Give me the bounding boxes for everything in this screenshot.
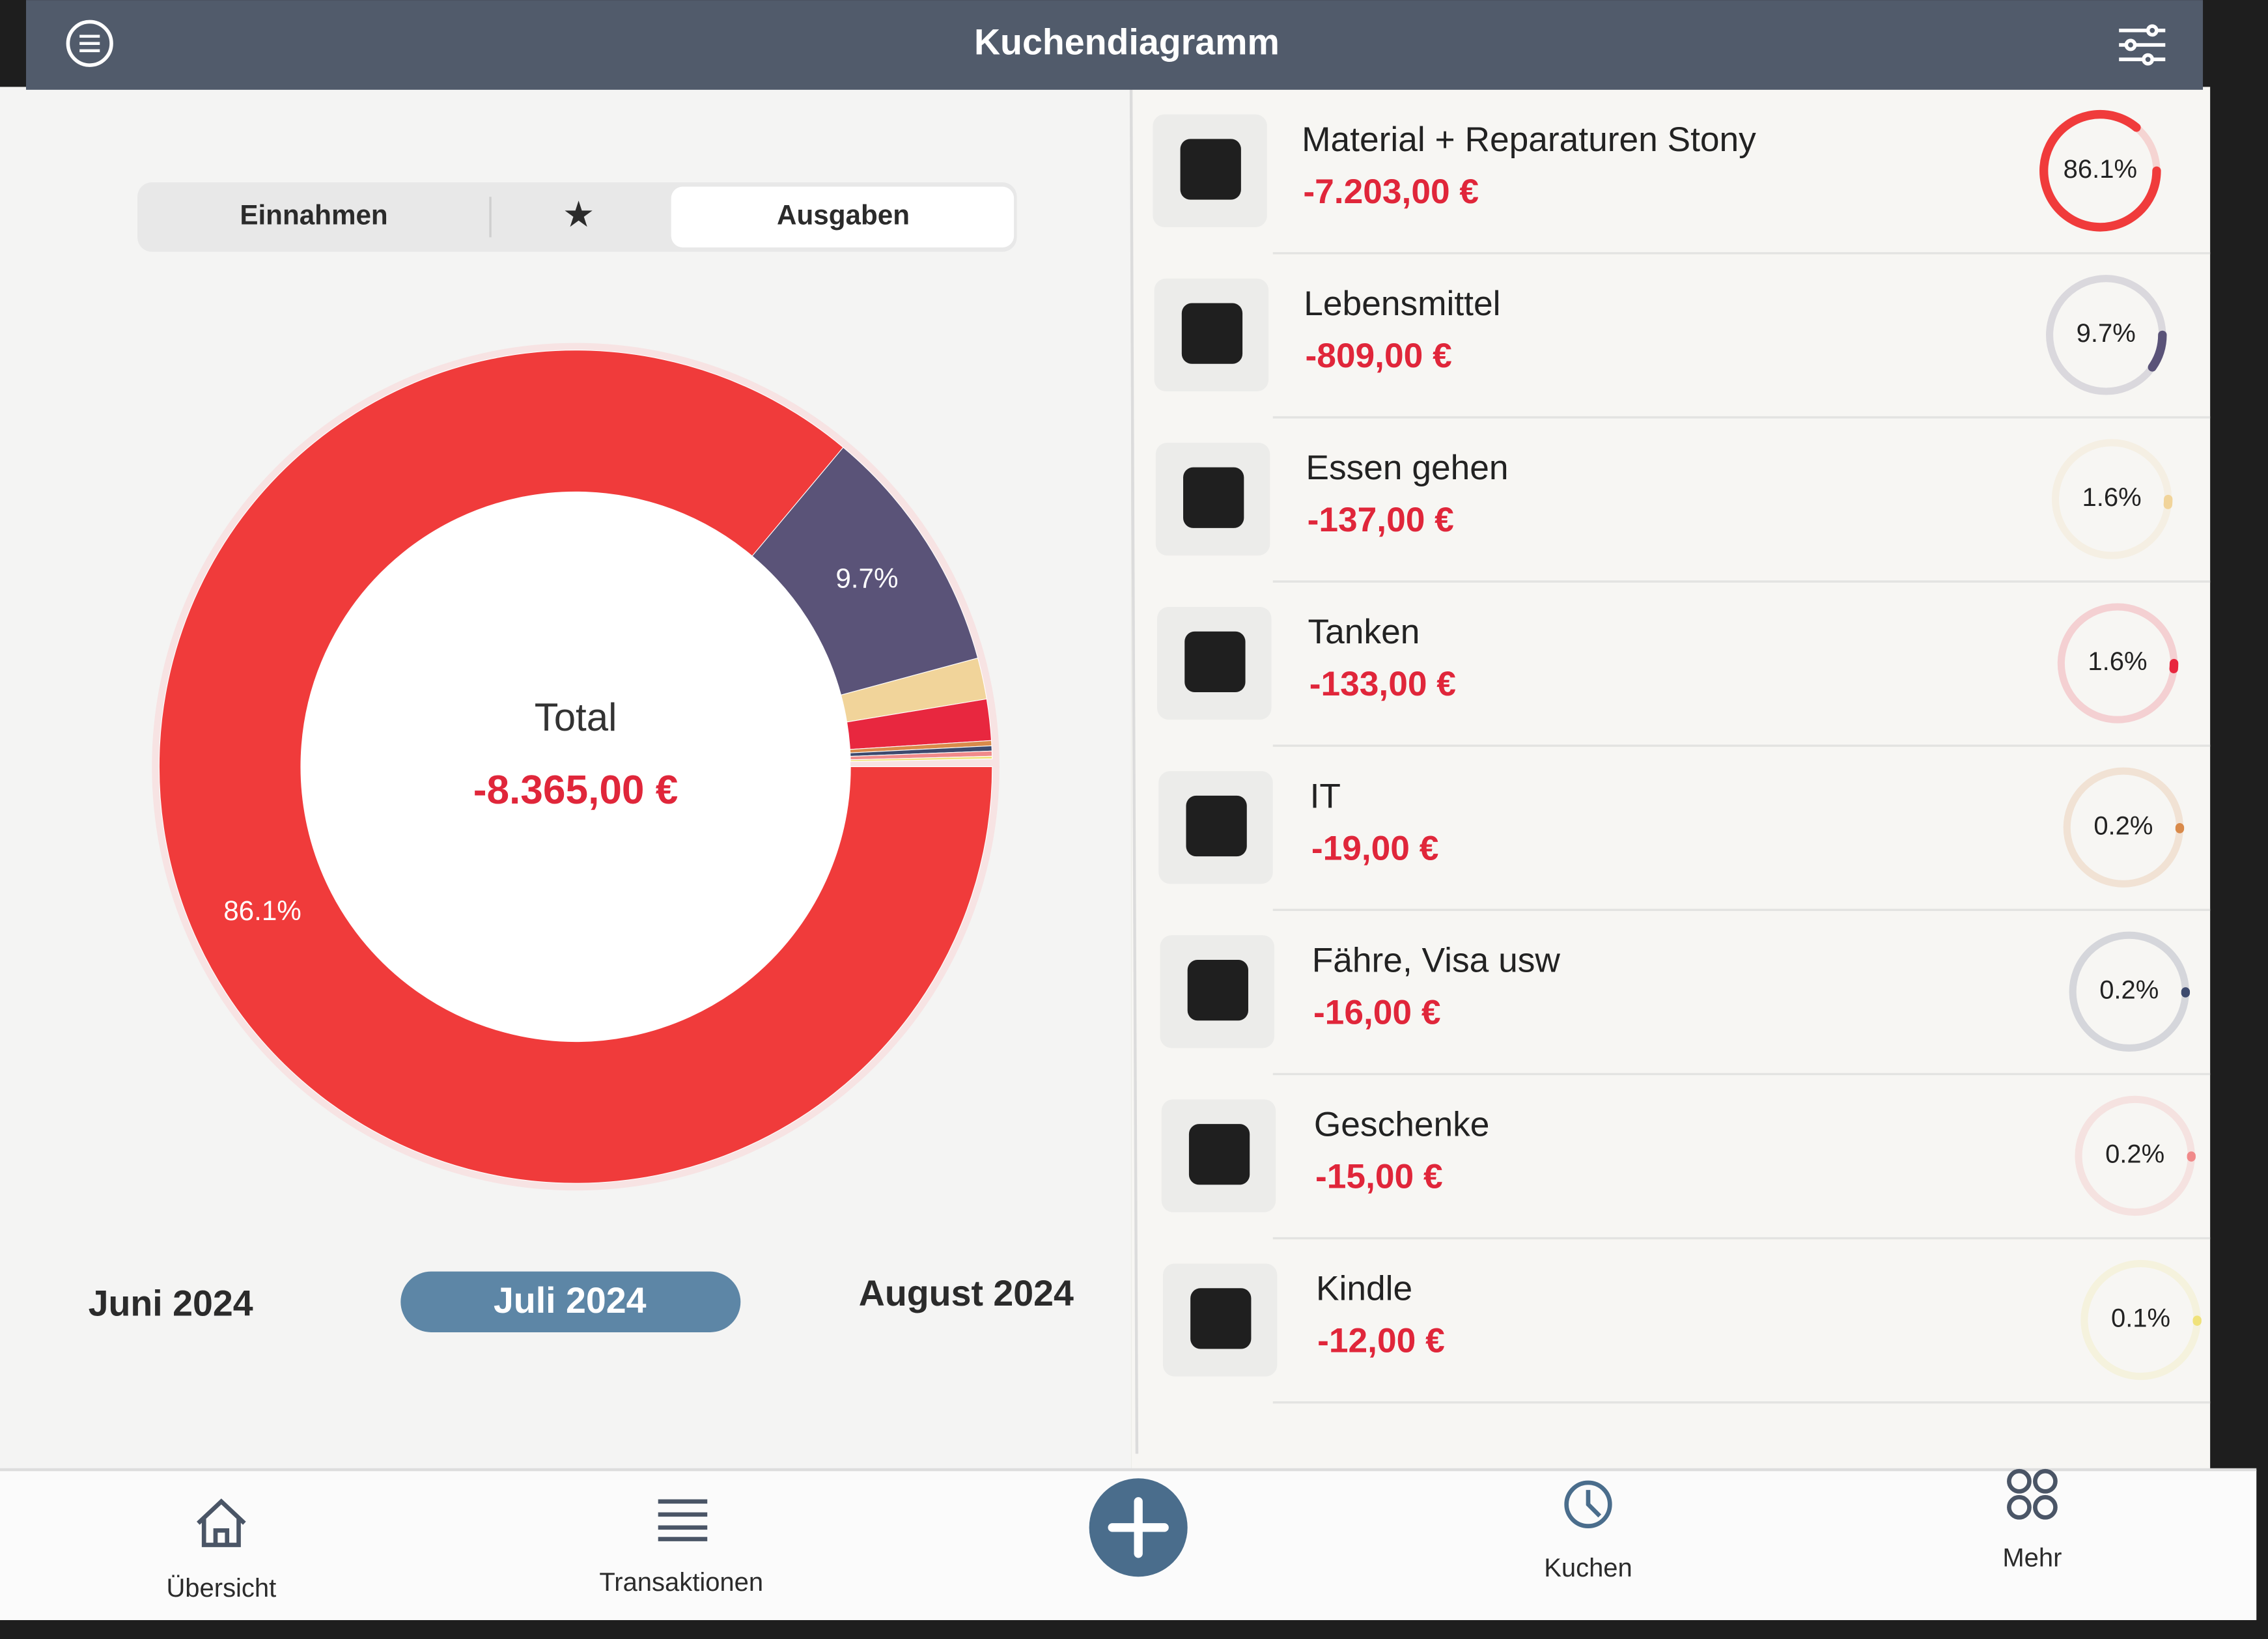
category-name: IT	[1310, 777, 1341, 815]
category-icon	[1184, 631, 1246, 693]
category-row[interactable]: Essen gehen -137,00 € 1.6%	[1155, 439, 2211, 583]
category-amount: -133,00 €	[1309, 665, 1456, 703]
filter-button[interactable]	[2119, 24, 2166, 66]
category-row[interactable]: Material + Reparaturen Stony -7.203,00 € 8…	[1153, 109, 2211, 255]
percent-label: 9.7%	[2077, 319, 2136, 348]
percent-label: 0.1%	[2111, 1304, 2170, 1333]
category-icon	[1181, 303, 1243, 364]
category-icon	[1190, 1288, 1252, 1349]
divider	[1129, 89, 1139, 1454]
category-amount: -137,00 €	[1308, 501, 1454, 539]
category-amount: -12,00 €	[1317, 1322, 1445, 1360]
category-row[interactable]: Kindle -12,00 € 0.1%	[1162, 1259, 2211, 1404]
header-title: Kuchendiagramm	[974, 22, 1280, 63]
current-month: Juli 2024	[494, 1280, 647, 1321]
category-name: Kindle	[1316, 1270, 1412, 1308]
category-amount: -809,00 €	[1306, 337, 1452, 375]
total-amount: -8.365,00 €	[473, 768, 679, 813]
segment-option[interactable]: Ausgaben	[777, 199, 910, 230]
current-month-pill	[400, 1271, 741, 1332]
next-month[interactable]: August 2024	[859, 1273, 1074, 1313]
category-name: Tanken	[1308, 613, 1420, 651]
tab-label[interactable]: Kuchen	[1544, 1554, 1632, 1582]
percent-label: 86.1%	[2064, 155, 2137, 184]
donut-label: 9.7%	[835, 563, 898, 594]
category-icon	[1188, 1124, 1250, 1185]
total-label: Total	[535, 695, 617, 739]
donut-hole	[301, 492, 851, 1042]
tab-label[interactable]: Mehr	[2002, 1543, 2062, 1572]
category-name: Lebensmittel	[1304, 285, 1500, 323]
category-icon	[1180, 139, 1241, 200]
add-button[interactable]	[1089, 1478, 1188, 1577]
donut-label: 86.1%	[223, 895, 301, 926]
percent-label: 0.2%	[2105, 1140, 2164, 1169]
category-amount: -7.203,00 €	[1303, 173, 1479, 211]
category-row[interactable]: Geschenke -15,00 € 0.2%	[1161, 1095, 2211, 1240]
category-icon	[1187, 959, 1248, 1021]
tab-label[interactable]: Transaktionen	[599, 1568, 763, 1597]
percent-ring-arc	[2039, 109, 2161, 232]
category-icon	[1183, 467, 1244, 528]
percent-label: 0.2%	[2099, 975, 2159, 1004]
percent-label: 1.6%	[2082, 483, 2142, 512]
category-amount: -16,00 €	[1313, 993, 1441, 1031]
category-amount: -15,00 €	[1315, 1158, 1443, 1196]
category-icon	[1186, 795, 1247, 857]
menu-button[interactable]	[66, 20, 113, 67]
percent-label: 1.6%	[2088, 647, 2147, 676]
category-row[interactable]: Lebensmittel -809,00 € 9.7%	[1154, 275, 2211, 419]
category-row[interactable]: Fähre, Visa usw -16,00 € 0.2%	[1160, 931, 2211, 1076]
segment-option[interactable]: Einnahmen	[240, 199, 387, 230]
category-name: Essen gehen	[1306, 449, 1508, 487]
tab-icons	[197, 1468, 2058, 1547]
percent-ring-arc	[2148, 330, 2167, 372]
category-name: Geschenke	[1314, 1106, 1490, 1144]
category-row[interactable]: Tanken -133,00 € 1.6%	[1157, 603, 2211, 747]
right-panel	[1131, 87, 2211, 1473]
header-bar	[25, 0, 2204, 90]
category-name: Material + Reparaturen Stony	[1302, 120, 1756, 159]
percent-label: 0.2%	[2093, 811, 2153, 840]
category-amount: -19,00 €	[1311, 829, 1439, 867]
previous-month[interactable]: Juni 2024	[89, 1283, 253, 1324]
category-name: Fähre, Visa usw	[1312, 941, 1561, 979]
category-row[interactable]: IT -19,00 € 0.2%	[1158, 767, 2211, 911]
segment-option[interactable]: ★	[565, 197, 593, 232]
tab-label[interactable]: Übersicht	[166, 1574, 276, 1603]
segment-selected	[671, 186, 1015, 247]
